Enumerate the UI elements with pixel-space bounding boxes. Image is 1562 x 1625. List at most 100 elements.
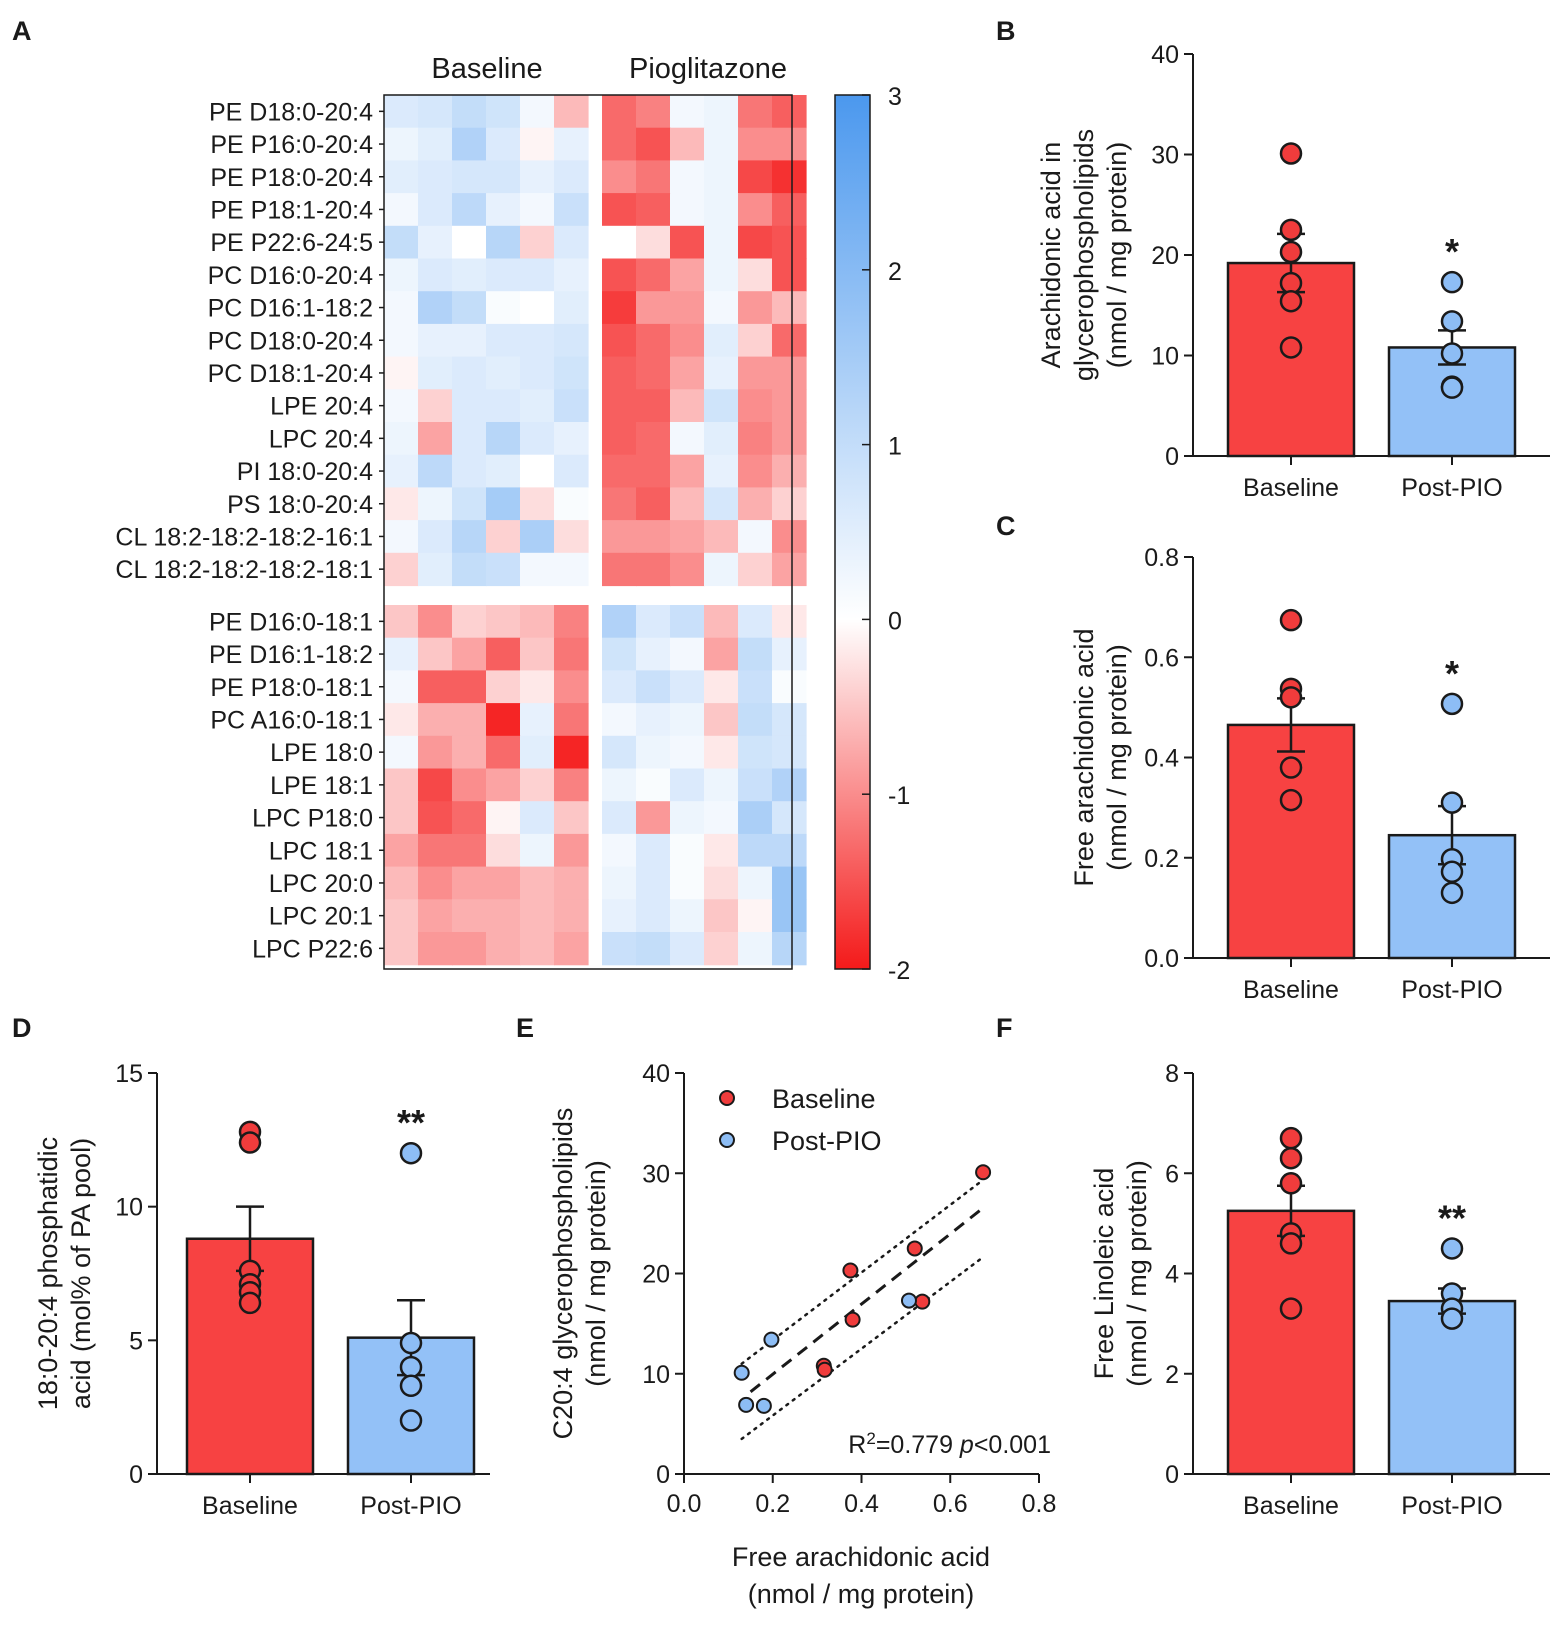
y-axis-label: 18:0-20:4 phosphatidic [33, 1137, 63, 1410]
heatmap-cell [670, 637, 705, 671]
data-point [1440, 791, 1464, 814]
scatter-point [906, 1240, 923, 1257]
heatmap-cell [602, 160, 637, 194]
data-point [238, 1291, 262, 1315]
heatmap-row-label: PE P16:0-20:4 [210, 131, 373, 159]
heatmap-cell [772, 605, 807, 639]
heatmap-cell [738, 703, 773, 737]
data-point [1440, 310, 1464, 333]
y-tick-label: 0.8 [1144, 544, 1179, 572]
heatmap-cell [602, 703, 637, 737]
heatmap-cell [554, 552, 589, 587]
scatter-point [816, 1361, 833, 1378]
heatmap-cell [520, 323, 555, 358]
heatmap-row-label: PE D18:0-20:4 [209, 98, 373, 126]
panel-letter-f: F [996, 1013, 1013, 1043]
heatmap-cell [418, 323, 453, 358]
heatmap-cell [520, 552, 555, 587]
y-tick-label: 0 [1165, 443, 1179, 471]
heatmap-cell [486, 193, 521, 227]
heatmap-cell [520, 258, 555, 292]
heatmap-cell [670, 389, 705, 423]
heatmap-cell [670, 735, 705, 770]
heatmap-cell [602, 389, 637, 423]
heatmap-cell [452, 703, 487, 737]
heatmap-cell [636, 735, 671, 770]
heatmap-cell [738, 899, 773, 933]
heatmap-cell [452, 258, 487, 292]
y-tick-label: 0.2 [1144, 845, 1179, 873]
legend-marker [719, 1090, 735, 1106]
heatmap-cell [772, 801, 807, 835]
heatmap-cell [670, 225, 705, 260]
heatmap-cell [486, 520, 521, 554]
heatmap-cell [636, 225, 671, 260]
heatmap-cell [738, 389, 773, 423]
heatmap-cell [772, 258, 807, 292]
data-point [399, 1374, 423, 1398]
heatmap-cell [602, 291, 637, 325]
heatmap-cell [636, 160, 671, 194]
heatmap-cell [554, 95, 589, 129]
heatmap-cell [384, 258, 419, 292]
heatmap-cell [554, 801, 589, 835]
scatter-point [763, 1331, 780, 1348]
heatmap-cell [452, 520, 487, 554]
data-point [1279, 240, 1303, 264]
heatmap-cell [418, 422, 453, 456]
y-axis-label: glycerophospholipids [1069, 129, 1099, 381]
heatmap-row-label: PE P18:0-20:4 [210, 164, 373, 192]
heatmap-cell [384, 291, 419, 325]
heatmap-cell [486, 323, 521, 358]
heatmap-cell [636, 866, 671, 900]
heatmap-cell [772, 932, 807, 966]
heatmap-cell [772, 389, 807, 423]
heatmap-cell [418, 833, 453, 868]
heatmap-cell [738, 95, 773, 129]
heatmap-cell [602, 95, 637, 129]
heatmap-row-label: PE D16:0-18:1 [209, 608, 373, 636]
heatmap-cell [704, 454, 739, 488]
heatmap-cell [772, 95, 807, 129]
heatmap-cell [384, 552, 419, 587]
heatmap-cell [418, 520, 453, 554]
panel-letter-c: C [996, 511, 1016, 541]
confidence-band-upper [740, 1180, 983, 1365]
heatmap-cell [670, 454, 705, 488]
data-point [1440, 270, 1464, 294]
heatmap-cell [704, 768, 739, 802]
heatmap-cell [384, 487, 419, 521]
heatmap-cell [384, 389, 419, 423]
heatmap-cell [602, 768, 637, 802]
heatmap-cell [486, 95, 521, 129]
heatmap-column-group-label: Pioglitazone [629, 53, 787, 85]
heatmap-cell [602, 552, 637, 587]
legend-label: Post-PIO [772, 1126, 882, 1156]
heatmap-cell [670, 422, 705, 456]
heatmap-cell [520, 768, 555, 802]
heatmap-cell [602, 866, 637, 900]
y-axis-label: acid (mol% of PA pool) [66, 1138, 96, 1409]
heatmap-cell [670, 520, 705, 554]
bar-chart-arachidonic-glycerophospholipids: 0 10 20 30 40 Baseline Post-PIO * Arachidonic ac… [1036, 41, 1550, 502]
heatmap-cell [772, 160, 807, 194]
data-point [1279, 142, 1303, 165]
heatmap-cell [738, 323, 773, 358]
heatmap-cell [554, 291, 589, 325]
heatmap-cell [636, 323, 671, 358]
bar [1226, 1209, 1356, 1476]
heatmap-cell [636, 833, 671, 868]
heatmap-cell [602, 605, 637, 639]
heatmap-cell [636, 801, 671, 835]
heatmap-cell [602, 225, 637, 260]
heatmap-cell [670, 866, 705, 900]
colorbar-gradient [834, 94, 871, 970]
heatmap-cell [452, 833, 487, 868]
heatmap-cell [772, 768, 807, 802]
heatmap-cell [452, 735, 487, 770]
heatmap-cell [602, 356, 637, 390]
heatmap-cell [520, 899, 555, 933]
heatmap-cell [418, 95, 453, 129]
panel-letter-d: D [12, 1013, 32, 1043]
heatmap-cell [738, 670, 773, 704]
